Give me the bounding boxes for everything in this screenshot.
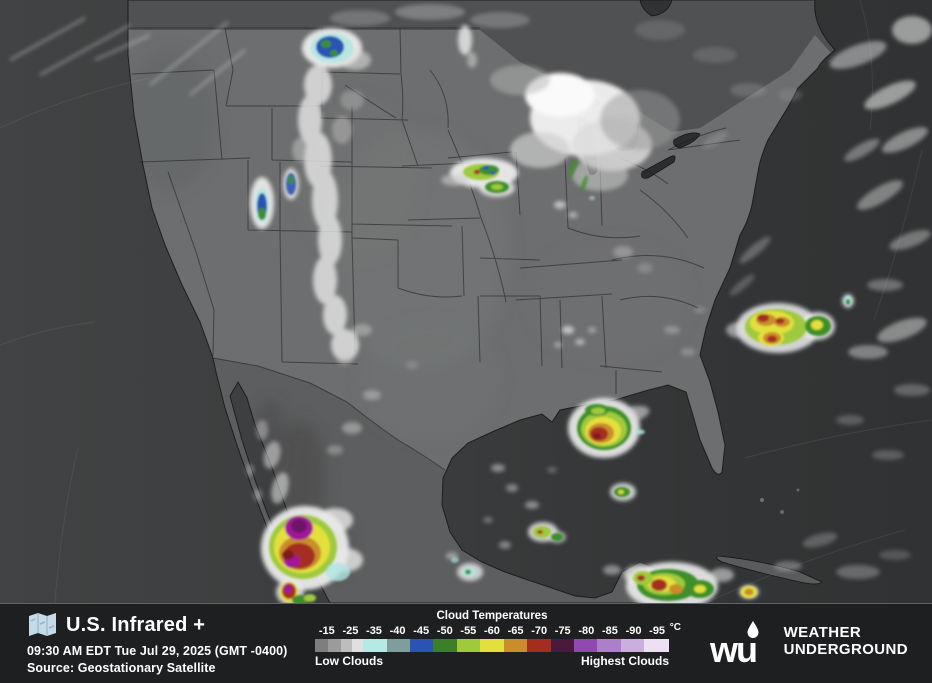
- legend-color-segment: [328, 639, 341, 652]
- caption-bar: U.S. Infrared + 09:30 AM EDT Tue Jul 29,…: [0, 603, 932, 683]
- us-infrared-satellite-map[interactable]: [0, 0, 932, 603]
- storm-cells: [255, 33, 852, 603]
- legend-color-segment: [352, 639, 363, 652]
- legend-tick-label: -50: [436, 625, 453, 637]
- graticule-lines: [0, 0, 932, 603]
- legend-color-segment: [621, 639, 644, 652]
- legend-tick-label: -65: [507, 625, 524, 637]
- legend-colorbar: [315, 639, 669, 652]
- legend-tick-label: -90: [625, 625, 642, 637]
- map-source: Source: Geostationary Satellite: [27, 661, 216, 675]
- legend-color-segment: [457, 639, 480, 652]
- legend-color-segment: [551, 639, 574, 652]
- brand-line-2: UNDERGROUND: [783, 641, 908, 658]
- legend-tick-label: -85: [601, 625, 618, 637]
- svg-text:wu: wu: [709, 629, 756, 666]
- legend-tick-label: -35: [366, 625, 382, 637]
- legend-color-segment: [504, 639, 527, 652]
- legend-color-segment: [341, 639, 352, 652]
- legend-unit: °C: [669, 622, 681, 633]
- legend-tick-label: -45: [413, 625, 430, 637]
- legend-color-segment: [363, 639, 387, 652]
- legend-ticks: °C -15 -25 -35 -40 -45 -50 -55 -60 -65 -70 -75 -80-…: [315, 622, 681, 637]
- map-icon: [29, 613, 56, 636]
- legend-color-segment: [644, 639, 669, 652]
- legend-tick-label: -80: [578, 625, 595, 637]
- state-borders: [128, 27, 741, 471]
- map-info-block: U.S. Infrared + 09:30 AM EDT Tue Jul 29,…: [27, 612, 287, 675]
- legend-tick-label: -15: [318, 625, 335, 637]
- legend-tick-label: -95: [649, 625, 666, 637]
- legend-color-segment: [410, 639, 433, 652]
- weather-underground-brand: wu WEATHER UNDERGROUND: [709, 618, 908, 666]
- legend-tick-label: -25: [342, 625, 359, 637]
- legend-tick-label: -55: [460, 625, 477, 637]
- legend-tick-label: -60: [484, 625, 500, 637]
- caribbean-islands: [716, 488, 823, 585]
- legend-tick-label: -70: [531, 625, 548, 637]
- legend-high-label: Highest Clouds: [580, 654, 669, 668]
- legend-color-segment: [480, 639, 504, 652]
- legend-color-segment: [387, 639, 410, 652]
- legend-low-label: Low Clouds: [315, 654, 383, 668]
- map-timestamp: 09:30 AM EDT Tue Jul 29, 2025 (GMT -0400…: [27, 644, 288, 658]
- map-title[interactable]: U.S. Infrared +: [66, 614, 206, 636]
- wu-logo-icon: wu: [709, 621, 759, 666]
- legend-title: Cloud Temperatures: [436, 610, 548, 622]
- legend-color-segment: [315, 639, 328, 652]
- legend-color-segment: [527, 639, 551, 652]
- legend-tick-label: -40: [389, 625, 406, 637]
- brand-line-1: WEATHER: [783, 624, 862, 642]
- legend-color-segment: [597, 639, 621, 652]
- legend-tick-label: -75: [554, 625, 571, 637]
- cloud-temperature-legend: Cloud Temperatures °C -15 -25 -35 -40 -45 -50…: [315, 610, 681, 668]
- legend-color-segment: [574, 639, 597, 652]
- legend-color-segment: [433, 639, 457, 652]
